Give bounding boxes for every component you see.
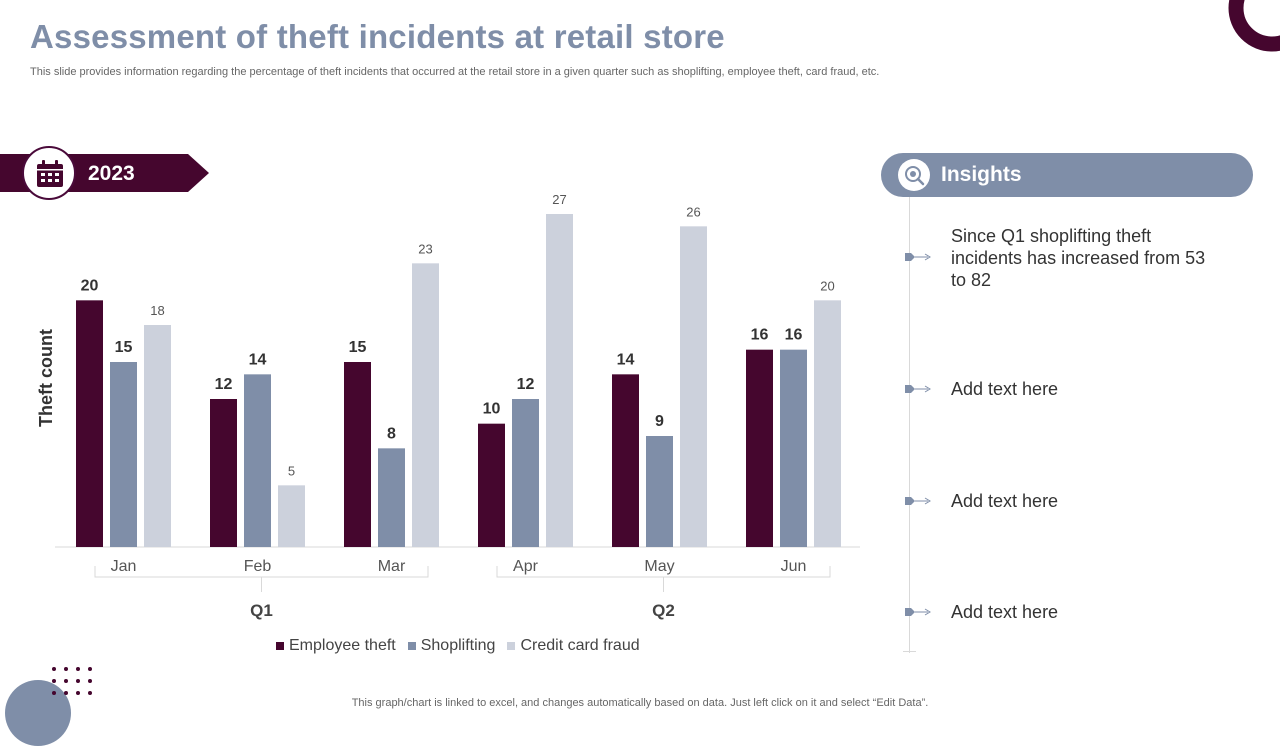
legend-label-shoplifting: Shoplifting: [420, 637, 496, 654]
data-label-shoplifting-mar: 8: [387, 425, 396, 442]
page-subtitle: This slide provides information regardin…: [30, 66, 880, 78]
bar-employee-theft-jun: [746, 349, 773, 547]
theft-bar-chart: 20 15 18 Jan 12 14 5 Feb 15 8 23 Mar 10 12 27 Apr 14 9 26 M…: [36, 192, 860, 620]
bar-employee-theft-feb: [210, 399, 237, 547]
data-label-shoplifting-jun: 16: [785, 327, 803, 344]
timeline-marker-icon: [905, 253, 931, 261]
legend-swatch-credit-card-fraud: [507, 642, 516, 650]
legend-label-employee-theft: Employee theft: [289, 637, 396, 654]
calendar-icon: [22, 146, 76, 200]
data-label-shoplifting-may: 9: [655, 413, 664, 430]
bar-shoplifting-jun: [780, 349, 807, 547]
quarter-label-q2: Q2: [652, 601, 675, 620]
data-label-employee-theft-feb: 12: [215, 376, 233, 393]
legend-item-credit-card-fraud: Credit card fraud: [507, 637, 640, 655]
insights-header: Insights: [881, 153, 1253, 197]
legend-swatch-employee-theft: [276, 642, 284, 650]
bar-credit-card-fraud-mar: [412, 263, 439, 547]
tick-label-jan: Jan: [111, 558, 137, 575]
bar-credit-card-fraud-feb: [278, 485, 305, 547]
insights-title: Insights: [941, 163, 1022, 186]
bar-shoplifting-jan: [110, 362, 137, 547]
data-label-employee-theft-may: 14: [617, 351, 635, 368]
bar-employee-theft-apr: [478, 423, 505, 547]
data-label-employee-theft-apr: 10: [483, 401, 501, 418]
timeline-marker-icon: [905, 385, 931, 393]
decorative-dots: [52, 667, 92, 695]
insight-item-2: Add text here: [951, 379, 1059, 399]
data-label-credit-card-fraud-apr: 27: [552, 192, 566, 207]
chart-legend: Employee theft Shoplifting Credit card f…: [276, 637, 640, 655]
bar-shoplifting-apr: [512, 399, 539, 547]
bar-employee-theft-mar: [344, 362, 371, 547]
magnifier-icon: [898, 159, 930, 191]
data-label-credit-card-fraud-jan: 18: [150, 303, 164, 318]
data-label-employee-theft-jan: 20: [81, 277, 99, 294]
data-label-employee-theft-jun: 16: [751, 327, 769, 344]
data-label-employee-theft-mar: 15: [349, 339, 367, 356]
bar-credit-card-fraud-jun: [814, 300, 841, 547]
data-label-shoplifting-jan: 15: [115, 339, 133, 356]
timeline-end: [903, 651, 916, 652]
data-label-credit-card-fraud-jun: 20: [820, 278, 834, 293]
page-title: Assessment of theft incidents at retail …: [30, 18, 725, 55]
quarter-label-q1: Q1: [250, 601, 273, 620]
insight-item-4: Add text here: [951, 602, 1059, 622]
decorative-ring: [1228, 0, 1280, 52]
data-label-shoplifting-feb: 14: [249, 351, 267, 368]
bar-credit-card-fraud-apr: [546, 214, 573, 547]
bar-employee-theft-may: [612, 374, 639, 547]
bar-shoplifting-feb: [244, 374, 271, 547]
timeline-marker-icon: [905, 497, 931, 505]
tick-label-apr: Apr: [513, 558, 539, 575]
y-axis-label: Theft count: [36, 329, 56, 427]
tick-label-mar: Mar: [378, 558, 406, 575]
footer-note: This graph/chart is linked to excel, and…: [351, 697, 929, 709]
tick-label-may: May: [644, 558, 674, 575]
legend-label-credit-card-fraud: Credit card fraud: [520, 637, 640, 654]
bar-employee-theft-jan: [76, 300, 103, 547]
timeline-marker-icon: [905, 608, 931, 616]
bar-shoplifting-may: [646, 436, 673, 547]
legend-item-shoplifting: Shoplifting: [407, 637, 496, 655]
legend-swatch-shoplifting: [407, 642, 416, 650]
insight-item-3: Add text here: [951, 491, 1059, 511]
year-banner: 2023: [0, 146, 215, 202]
timeline-line: [909, 197, 910, 653]
tick-label-feb: Feb: [244, 558, 272, 575]
year-label: 2023: [88, 162, 135, 185]
data-label-credit-card-fraud-may: 26: [686, 204, 700, 219]
bar-shoplifting-mar: [378, 448, 405, 547]
legend-item-employee-theft: Employee theft: [276, 637, 396, 655]
data-label-shoplifting-apr: 12: [517, 376, 535, 393]
data-label-credit-card-fraud-mar: 23: [418, 241, 432, 256]
tick-label-jun: Jun: [781, 558, 807, 575]
bar-credit-card-fraud-may: [680, 226, 707, 548]
insight-item-1: Since Q1 shoplifting theft incidents has…: [951, 226, 1206, 290]
bar-credit-card-fraud-jan: [144, 325, 171, 547]
data-label-credit-card-fraud-feb: 5: [288, 463, 295, 478]
